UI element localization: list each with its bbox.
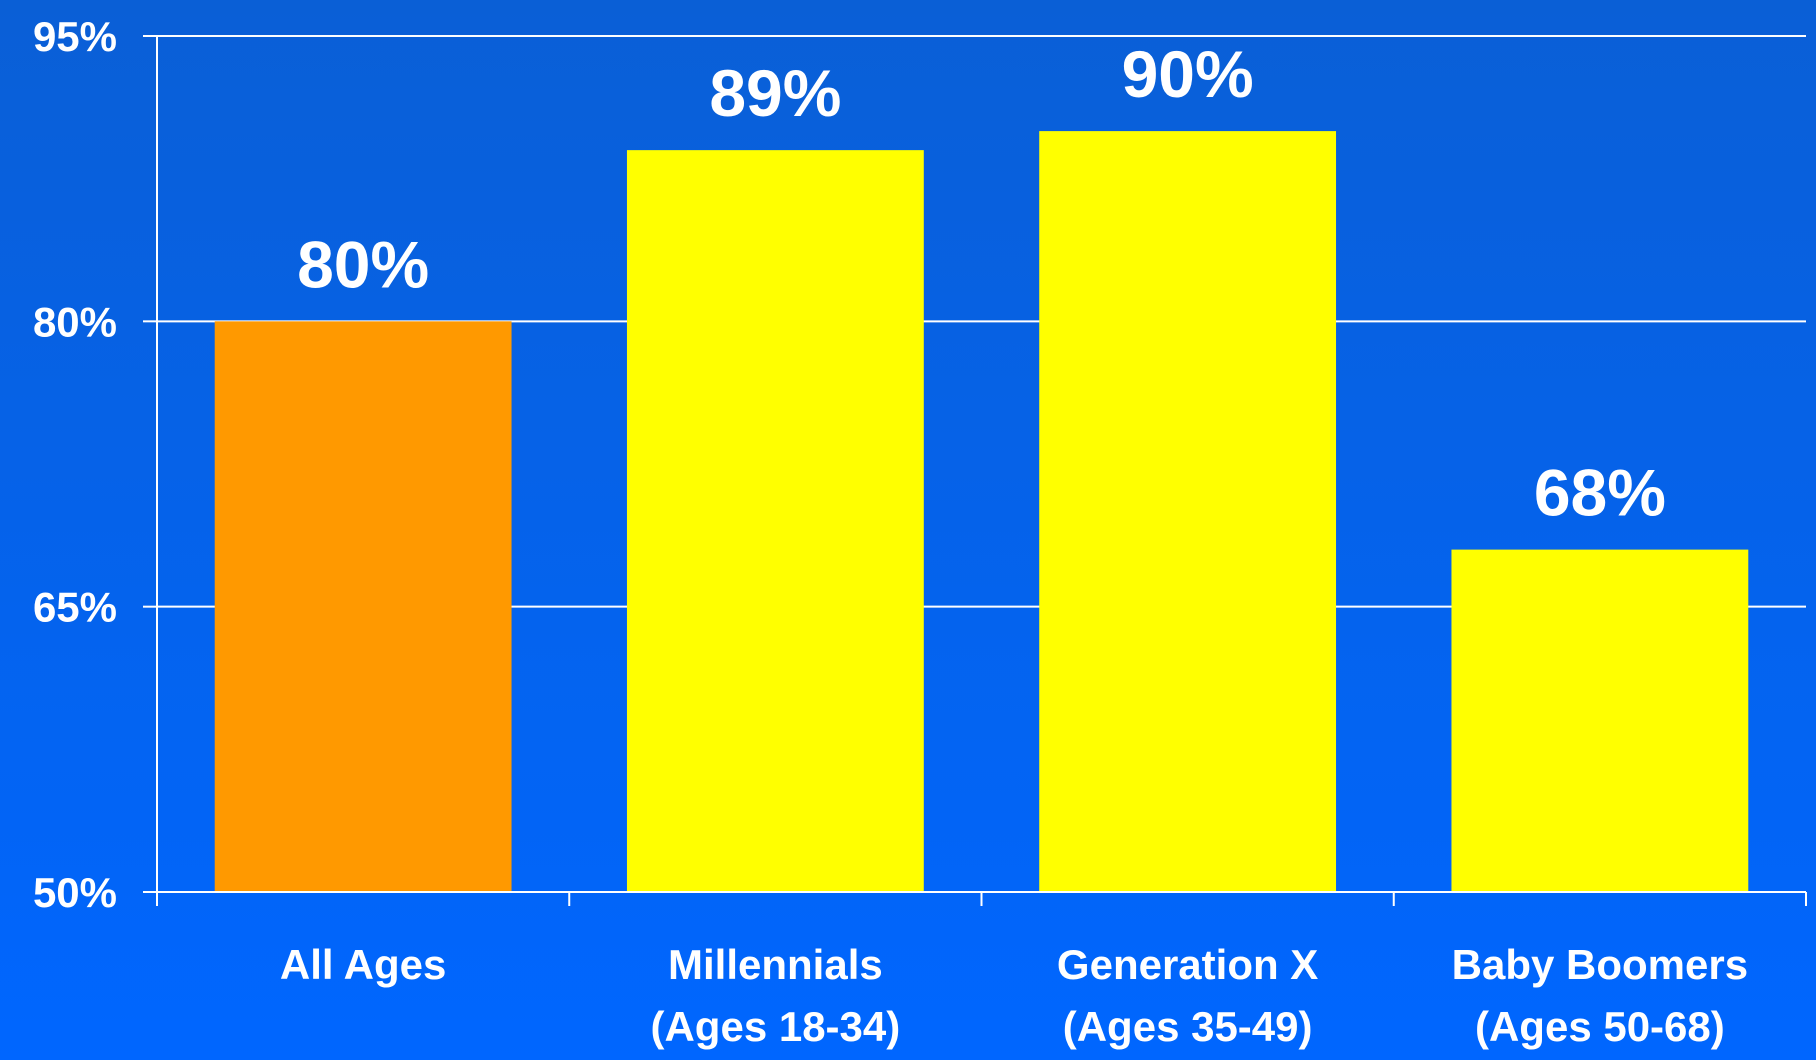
y-tick-label: 80% [33, 298, 117, 345]
axes [143, 35, 1807, 906]
x-category-label: Baby Boomers [1452, 941, 1748, 988]
y-tick-label: 65% [33, 584, 117, 631]
data-label: 90% [1122, 37, 1254, 111]
x-category-label: (Ages 50-68) [1475, 1003, 1725, 1050]
data-label: 80% [297, 227, 429, 301]
bar [1451, 549, 1749, 892]
y-tick-label: 50% [33, 869, 117, 916]
x-category-label: (Ages 35-49) [1063, 1003, 1313, 1050]
data-label: 68% [1534, 456, 1666, 530]
data-label: 89% [709, 56, 841, 130]
x-category-label: All Ages [280, 941, 446, 988]
bar [626, 150, 924, 893]
labels: 50% 65% 80% 95% 80% All Ages 89% Millennials (Ag… [33, 13, 1748, 1050]
x-category-label: (Ages 18-34) [650, 1003, 900, 1050]
x-category-label: Millennials [668, 941, 883, 988]
bar [214, 321, 512, 892]
x-category-label: Generation X [1057, 941, 1318, 988]
bars [214, 131, 1749, 893]
bar [1039, 131, 1337, 893]
y-tick-label: 95% [33, 13, 117, 60]
